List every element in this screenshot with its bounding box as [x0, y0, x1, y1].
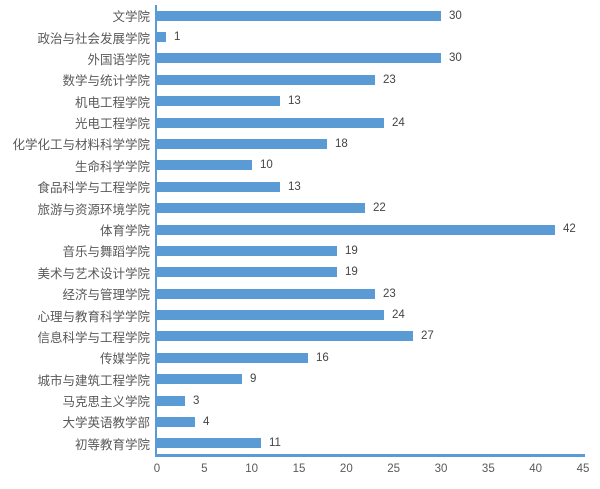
- bar: [157, 203, 365, 214]
- category-label: 文学院: [112, 10, 150, 25]
- category-label: 体育学院: [99, 223, 150, 238]
- x-axis-tick-label: 25: [387, 463, 401, 475]
- bar: [157, 416, 195, 427]
- bar: [157, 310, 384, 321]
- x-axis-tick-label: 15: [292, 463, 306, 475]
- x-axis-tick-label: 10: [245, 463, 259, 475]
- data-label: 9: [250, 373, 257, 386]
- bar: [157, 245, 337, 256]
- category-label: 美术与艺术设计学院: [37, 266, 150, 281]
- category-label: 初等教育学院: [74, 437, 150, 452]
- data-label: 19: [345, 266, 358, 279]
- data-label: 23: [383, 287, 396, 300]
- category-label: 城市与建筑工程学院: [37, 373, 150, 388]
- data-label: 23: [383, 73, 396, 86]
- data-label: 11: [269, 437, 281, 450]
- data-label: 13: [288, 180, 301, 193]
- bar: [157, 331, 413, 342]
- x-axis-line: [155, 454, 585, 457]
- bar: [157, 181, 280, 192]
- data-label: 42: [563, 223, 576, 236]
- data-label: 1: [174, 31, 181, 44]
- y-axis-line: [155, 5, 157, 457]
- bar: [157, 267, 337, 278]
- bar: [157, 117, 384, 128]
- data-label: 3: [193, 394, 200, 407]
- data-label: 4: [203, 415, 210, 428]
- data-label: 19: [345, 244, 358, 257]
- x-axis-tick-label: 40: [529, 463, 543, 475]
- category-label: 经济与管理学院: [62, 288, 150, 303]
- data-label: 13: [288, 95, 301, 108]
- data-label: 18: [335, 137, 348, 150]
- bar: [157, 74, 375, 85]
- data-label: 24: [392, 116, 405, 129]
- x-axis-tick-label: 30: [434, 463, 448, 475]
- bar: [157, 395, 185, 406]
- data-label: 30: [449, 9, 462, 22]
- data-label: 22: [373, 202, 386, 215]
- bar: [157, 10, 441, 21]
- bar: [157, 374, 242, 385]
- category-label: 数学与统计学院: [62, 74, 150, 89]
- category-label: 心理与教育科学学院: [37, 309, 150, 324]
- category-label: 化学化工与材料科学学院: [12, 138, 150, 153]
- category-label: 机电工程学院: [74, 95, 150, 110]
- category-label: 大学英语教学部: [62, 416, 150, 431]
- category-label: 生命科学学院: [74, 159, 150, 174]
- x-axis-tick-label: 0: [153, 463, 161, 475]
- category-label: 光电工程学院: [74, 117, 150, 132]
- bar: [157, 96, 280, 107]
- category-label: 旅游与资源环境学院: [37, 202, 150, 217]
- x-axis-tick-label: 5: [201, 463, 208, 475]
- data-label: 24: [392, 309, 405, 322]
- bar: [157, 138, 327, 149]
- data-label: 27: [421, 330, 434, 343]
- category-label: 信息科学与工程学院: [37, 330, 150, 345]
- category-label: 马克思主义学院: [62, 395, 150, 410]
- bar: [157, 438, 261, 449]
- bar: [157, 160, 252, 171]
- data-label: 16: [316, 351, 329, 364]
- x-axis-tick-label: 20: [339, 463, 353, 475]
- bar: [157, 53, 441, 64]
- bar: [157, 352, 308, 363]
- data-label: 10: [260, 159, 273, 172]
- category-label: 传媒学院: [99, 352, 150, 367]
- x-axis-tick-label: 45: [576, 463, 590, 475]
- x-axis-tick-label: 35: [481, 463, 495, 475]
- bar: [157, 32, 166, 43]
- category-label: 外国语学院: [87, 52, 150, 67]
- category-label: 食品科学与工程学院: [37, 181, 150, 196]
- bar: [157, 224, 555, 235]
- data-label: 30: [449, 52, 462, 65]
- category-label: 音乐与舞蹈学院: [62, 245, 150, 260]
- category-label: 政治与社会发展学院: [37, 31, 150, 46]
- bar: [157, 288, 375, 299]
